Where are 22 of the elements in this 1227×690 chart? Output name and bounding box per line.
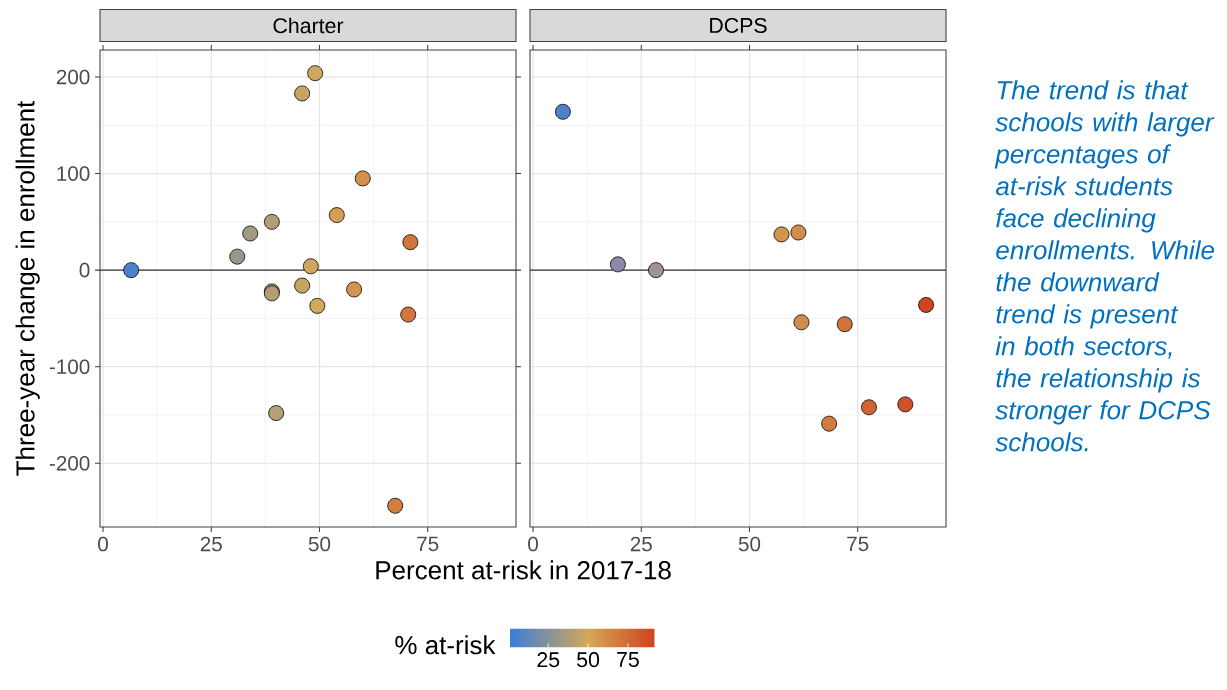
color-bar-title: % at-risk <box>395 635 496 655</box>
color-bar-label: 25 <box>537 652 560 668</box>
x-axis-title: Percent at-risk in 2017-18 <box>376 560 671 580</box>
y-tick-label: -200 <box>49 455 90 471</box>
y-tick-label: 100 <box>57 166 90 181</box>
text: The trend is that schools with larger percentages of at-risk students face declining enrollments. While the downward trend is present in both sectors, the relationship is stronger for DCPS schools. <box>994 80 1215 452</box>
x-tick-label: 50 <box>738 536 761 552</box>
x-tick-label: 75 <box>847 536 869 552</box>
x-tick-label: 25 <box>200 536 222 552</box>
x-tick-label: 75 <box>417 536 439 552</box>
y-tick-label: -100 <box>49 359 90 375</box>
x-tick-label: 0 <box>98 536 108 552</box>
y-tick-label: 0 <box>79 262 90 278</box>
chart-title: Charter <box>273 17 344 34</box>
y-axis-title: Three-year change in enrollment <box>15 100 40 476</box>
color-bar-label: 50 <box>577 652 600 668</box>
chart-title: DCPS <box>710 17 767 34</box>
x-tick-label: 0 <box>528 536 538 552</box>
y-tick-label: 200 <box>56 69 90 85</box>
x-tick-label: 50 <box>308 536 331 552</box>
x-tick-label: 25 <box>630 536 652 552</box>
color-bar-label: 75 <box>617 652 639 667</box>
